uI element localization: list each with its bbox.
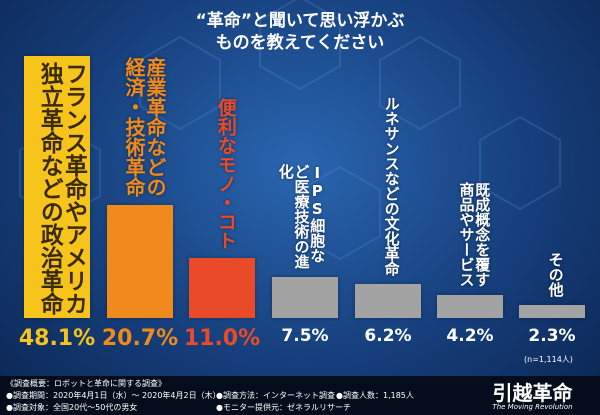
bar xyxy=(189,258,255,318)
bar xyxy=(355,284,421,318)
value-label: 6.2% xyxy=(364,326,412,346)
category-label: その他 xyxy=(546,252,565,298)
value-label: 4.2% xyxy=(446,326,494,346)
value-label: 20.7% xyxy=(101,326,179,351)
footer-item: ●調査対象：全国20代〜50代の男女 xyxy=(6,403,138,412)
chart-title: “革命”と聞いて思い浮かぶ xyxy=(195,11,405,31)
footer-item: ●調査期間：2020年4月1日（水）～ 2020年4月2日（木） xyxy=(6,391,221,400)
footer: 《調査概要：ロボットと革命に関する調査》 ●調査期間：2020年4月1日（水）～… xyxy=(0,376,600,415)
logo: 引越革命 xyxy=(492,381,573,405)
category-label: IPS細胞など医療技術の進化 xyxy=(276,164,327,270)
category-label: 産業革命などの経済・技術革命 xyxy=(122,57,167,198)
bar xyxy=(107,205,173,318)
sample-note: (n=1,114人) xyxy=(524,355,573,364)
value-label: 2.3% xyxy=(528,326,576,346)
logo-sub: The Moving Revolution xyxy=(492,403,573,411)
footer-item: ●調査人数：1,185人 xyxy=(336,391,414,400)
value-label: 11.0% xyxy=(183,326,261,351)
bar xyxy=(437,295,503,318)
category-label: ルネサンスなどの文化革命 xyxy=(382,96,401,277)
bar xyxy=(272,277,338,318)
category-label: 便利なモノ・コト xyxy=(214,98,237,251)
footer-item: ●調査方法：インターネット調査 xyxy=(216,391,335,400)
value-label: 48.1% xyxy=(18,326,96,351)
bar xyxy=(24,56,90,318)
category-label: 既成概念を覆す商品やサービス xyxy=(457,182,492,288)
footer-item: ●モニター提供元：ゼネラルリサーチ xyxy=(216,403,351,412)
footer-heading: 《調査概要：ロボットと革命に関する調査》 xyxy=(6,379,166,388)
bar xyxy=(519,305,585,318)
chart-subtitle: ものを教えてください xyxy=(215,33,385,53)
category-label: フランス革命やアメリカ独立革命などの政治革命 xyxy=(36,62,87,315)
value-label: 7.5% xyxy=(281,326,329,346)
